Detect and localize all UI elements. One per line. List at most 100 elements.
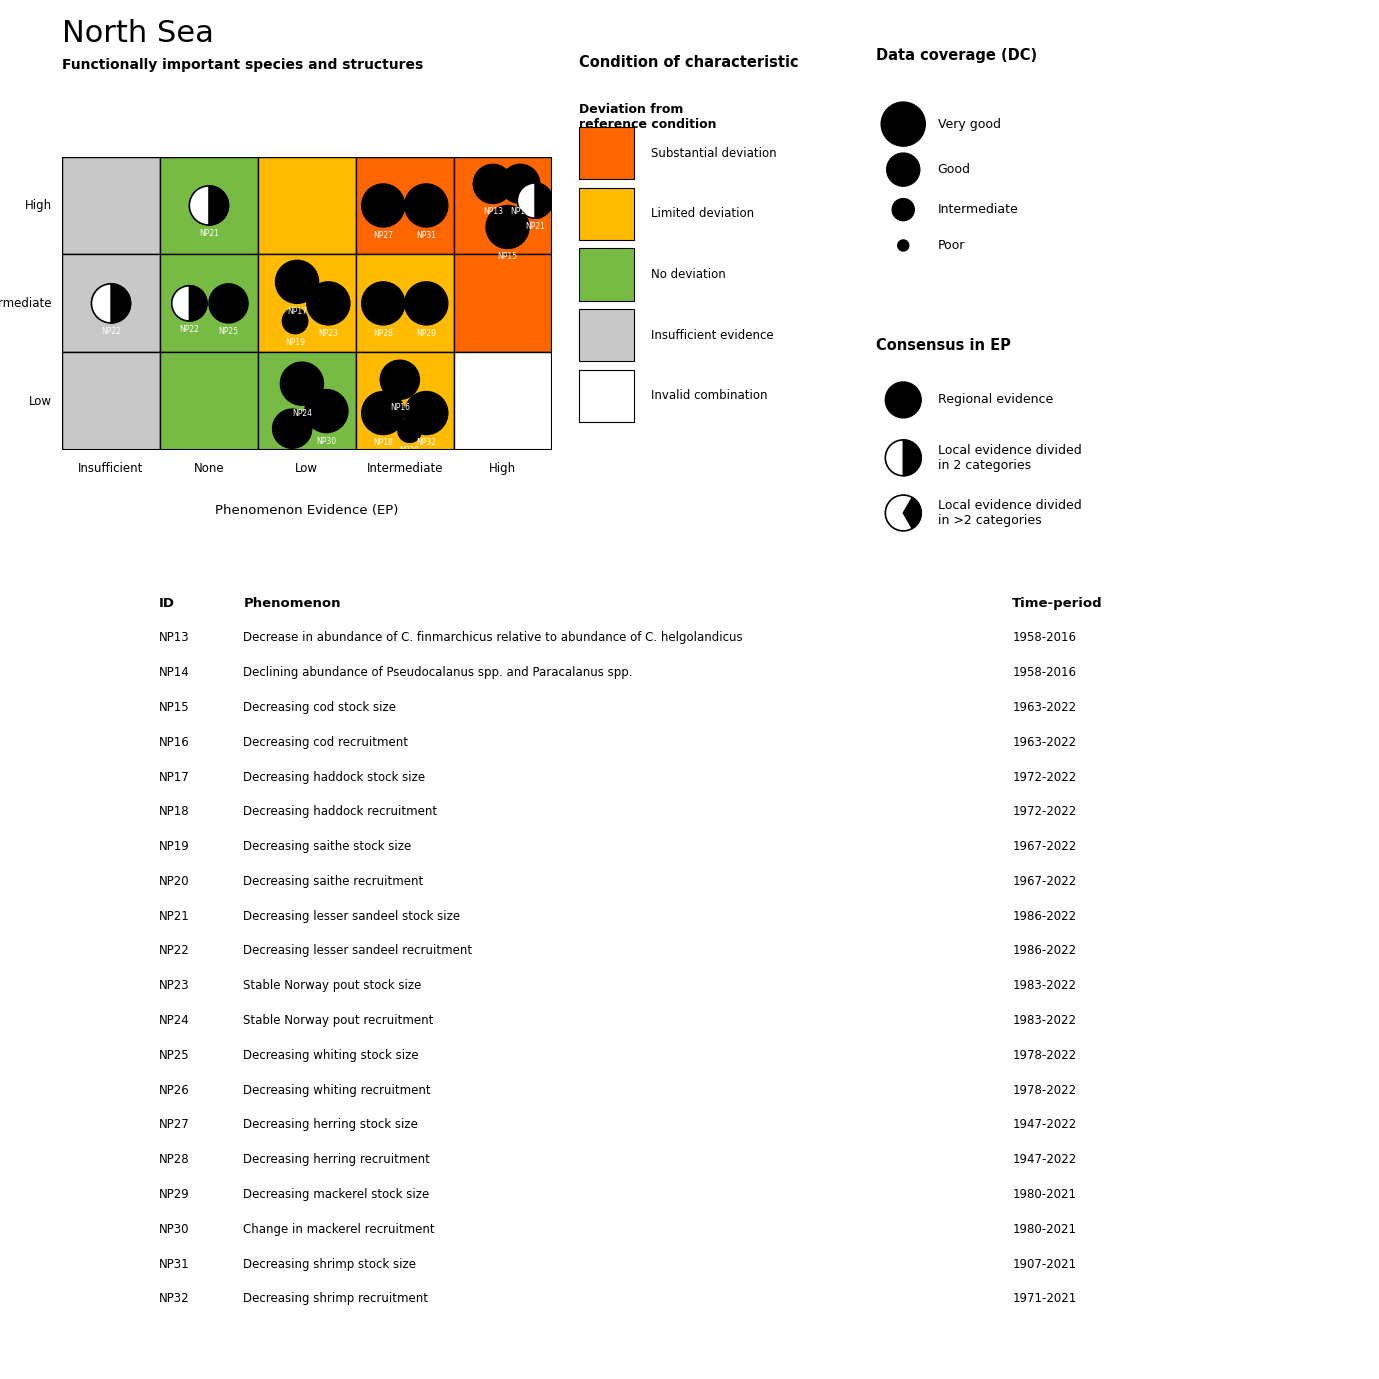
Text: NP17: NP17 — [287, 308, 308, 316]
Text: 1983-2022: 1983-2022 — [1012, 979, 1077, 993]
Text: Stable Norway pout stock size: Stable Norway pout stock size — [244, 979, 422, 993]
Text: Intermediate: Intermediate — [0, 296, 52, 310]
Circle shape — [381, 360, 419, 400]
Text: NP26: NP26 — [283, 452, 302, 461]
Text: Decreasing whiting stock size: Decreasing whiting stock size — [244, 1049, 419, 1062]
Bar — [258, 254, 356, 352]
Text: 1978-2022: 1978-2022 — [1012, 1049, 1077, 1062]
Text: 1983-2022: 1983-2022 — [1012, 1014, 1077, 1027]
Circle shape — [276, 261, 319, 303]
Text: NP29: NP29 — [159, 1187, 189, 1201]
Text: NP21: NP21 — [199, 229, 219, 239]
Text: Deviation from
reference condition: Deviation from reference condition — [579, 103, 717, 131]
Text: Decreasing haddock stock size: Decreasing haddock stock size — [244, 771, 426, 783]
Text: ID: ID — [159, 597, 175, 610]
Text: NP25: NP25 — [159, 1049, 189, 1062]
Circle shape — [361, 183, 405, 228]
Text: NP19: NP19 — [285, 338, 305, 346]
Wedge shape — [210, 186, 229, 225]
Text: Decreasing herring recruitment: Decreasing herring recruitment — [244, 1153, 430, 1167]
Text: NP32: NP32 — [159, 1292, 189, 1306]
Text: Decreasing saithe recruitment: Decreasing saithe recruitment — [244, 874, 423, 888]
Bar — [258, 156, 356, 254]
Bar — [62, 156, 160, 254]
Text: Low: Low — [29, 394, 52, 408]
Text: 1947-2022: 1947-2022 — [1012, 1153, 1077, 1167]
Text: NP24: NP24 — [159, 1014, 189, 1027]
Text: Local evidence divided
in >2 categories: Local evidence divided in >2 categories — [938, 499, 1081, 527]
Text: Declining abundance of Pseudocalanus spp. and Paracalanus spp.: Declining abundance of Pseudocalanus spp… — [244, 666, 633, 678]
Text: Insufficient: Insufficient — [79, 462, 143, 474]
Circle shape — [399, 419, 422, 443]
Text: No deviation: No deviation — [651, 268, 725, 281]
Bar — [160, 156, 258, 254]
Text: Condition of characteristic: Condition of characteristic — [579, 55, 798, 70]
Text: NP14: NP14 — [159, 666, 189, 678]
Text: Stable Norway pout recruitment: Stable Norway pout recruitment — [244, 1014, 434, 1027]
Text: Good: Good — [938, 163, 971, 177]
Text: 1947-2022: 1947-2022 — [1012, 1118, 1077, 1131]
Bar — [356, 352, 454, 450]
Circle shape — [306, 281, 350, 325]
Text: NP19: NP19 — [159, 840, 189, 854]
Circle shape — [361, 392, 405, 434]
Text: NP18: NP18 — [159, 805, 189, 818]
Text: None: None — [193, 462, 225, 474]
Text: NP32: NP32 — [416, 439, 436, 448]
Wedge shape — [189, 285, 207, 321]
Text: Local evidence divided
in 2 categories: Local evidence divided in 2 categories — [938, 444, 1081, 472]
Text: 1986-2022: 1986-2022 — [1012, 945, 1077, 957]
Text: Decreasing lesser sandeel stock size: Decreasing lesser sandeel stock size — [244, 910, 461, 923]
Text: NP17: NP17 — [159, 771, 189, 783]
Text: NP18: NP18 — [374, 439, 393, 448]
Text: Decreasing cod stock size: Decreasing cod stock size — [244, 701, 396, 714]
Text: Consensus in EP: Consensus in EP — [876, 338, 1011, 353]
Text: NP21: NP21 — [159, 910, 189, 923]
Text: 1986-2022: 1986-2022 — [1012, 910, 1077, 923]
Text: NP23: NP23 — [319, 328, 338, 338]
Circle shape — [305, 389, 348, 433]
Text: 1978-2022: 1978-2022 — [1012, 1084, 1077, 1096]
Text: NP14: NP14 — [510, 207, 531, 217]
Text: NP22: NP22 — [179, 325, 200, 334]
Text: 1971-2021: 1971-2021 — [1012, 1292, 1077, 1306]
Text: NP27: NP27 — [159, 1118, 189, 1131]
Text: Phenomenon Evidence (EP): Phenomenon Evidence (EP) — [215, 505, 399, 517]
Text: NP31: NP31 — [159, 1258, 189, 1270]
Circle shape — [280, 363, 324, 405]
Text: Decreasing shrimp stock size: Decreasing shrimp stock size — [244, 1258, 416, 1270]
Text: NP30: NP30 — [316, 437, 336, 445]
Text: NP15: NP15 — [159, 701, 189, 714]
Text: Decrease in abundance of C. finmarchicus relative to abundance of C. helgolandic: Decrease in abundance of C. finmarchicus… — [244, 632, 743, 644]
Wedge shape — [535, 183, 553, 218]
Text: 1972-2022: 1972-2022 — [1012, 805, 1077, 818]
Bar — [454, 156, 552, 254]
Text: Low: Low — [295, 462, 319, 474]
Text: NP13: NP13 — [159, 632, 189, 644]
Text: NP26: NP26 — [159, 1084, 189, 1096]
Bar — [258, 352, 356, 450]
Text: NP24: NP24 — [292, 410, 312, 418]
Circle shape — [405, 183, 448, 228]
Text: Decreasing herring stock size: Decreasing herring stock size — [244, 1118, 418, 1131]
Text: Insufficient evidence: Insufficient evidence — [651, 328, 774, 342]
Text: High: High — [25, 199, 52, 212]
Text: High: High — [490, 462, 516, 474]
Text: 1980-2021: 1980-2021 — [1012, 1187, 1077, 1201]
Text: 1967-2022: 1967-2022 — [1012, 874, 1077, 888]
Text: 1967-2022: 1967-2022 — [1012, 840, 1077, 854]
Text: Functionally important species and structures: Functionally important species and struc… — [62, 58, 423, 72]
Text: North Sea: North Sea — [62, 19, 214, 48]
Text: Decreasing cod recruitment: Decreasing cod recruitment — [244, 736, 408, 749]
Circle shape — [405, 392, 448, 434]
Bar — [62, 254, 160, 352]
Bar — [454, 254, 552, 352]
Text: NP28: NP28 — [374, 328, 393, 338]
Text: Substantial deviation: Substantial deviation — [651, 146, 776, 160]
Text: NP30: NP30 — [159, 1223, 189, 1236]
Text: Decreasing lesser sandeel recruitment: Decreasing lesser sandeel recruitment — [244, 945, 473, 957]
Circle shape — [189, 186, 229, 225]
Bar — [356, 156, 454, 254]
Bar — [160, 254, 258, 352]
Text: Decreasing haddock recruitment: Decreasing haddock recruitment — [244, 805, 437, 818]
